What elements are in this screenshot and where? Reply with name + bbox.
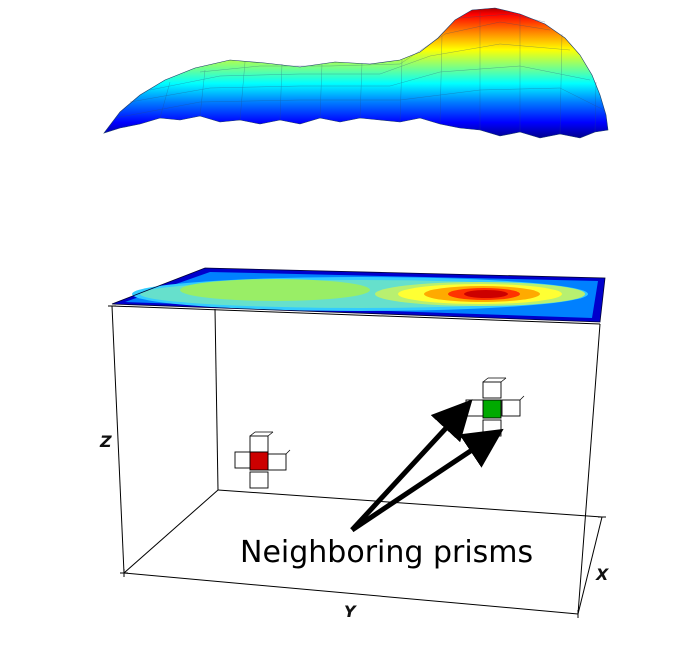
prism-cube xyxy=(249,435,269,453)
gravity-surface-3d xyxy=(103,7,609,139)
prism-cube xyxy=(249,471,269,489)
box-edge-back-left xyxy=(214,308,219,491)
prism-box-3d: Neighboring prisms Z Y X xyxy=(99,267,609,621)
box-edge-front-right xyxy=(577,323,601,615)
surface-body xyxy=(103,7,609,139)
surface-mesh xyxy=(114,12,605,135)
arrow-upper xyxy=(350,399,473,532)
axis-label-x: X xyxy=(595,565,609,584)
prism-cube xyxy=(465,399,485,417)
box-edge-bottom-front xyxy=(123,572,579,615)
prism-center-red xyxy=(249,451,269,471)
axis-label-y: Y xyxy=(344,602,357,621)
prism-cube xyxy=(267,453,287,471)
annotation-label: Neighboring prisms xyxy=(240,535,533,570)
arrow-lower xyxy=(350,428,504,533)
axis-ticks xyxy=(108,305,606,618)
prism-cube xyxy=(482,381,502,399)
prism-cluster-left xyxy=(234,431,291,489)
axis-label-z: Z xyxy=(99,432,112,451)
annotation-arrows xyxy=(350,399,504,533)
prism-center-green xyxy=(482,399,502,419)
prism-cube xyxy=(482,419,502,437)
box-edge-bottom-right xyxy=(577,516,603,615)
contour-map-top xyxy=(111,267,606,323)
box-edge-bottom-back xyxy=(217,489,603,518)
box-edge-bottom-left xyxy=(123,489,219,574)
box-edge-top-front xyxy=(111,305,601,325)
prism-cube xyxy=(501,399,521,417)
prism-cluster-right xyxy=(465,377,525,437)
box-edge-front-left xyxy=(111,305,125,574)
